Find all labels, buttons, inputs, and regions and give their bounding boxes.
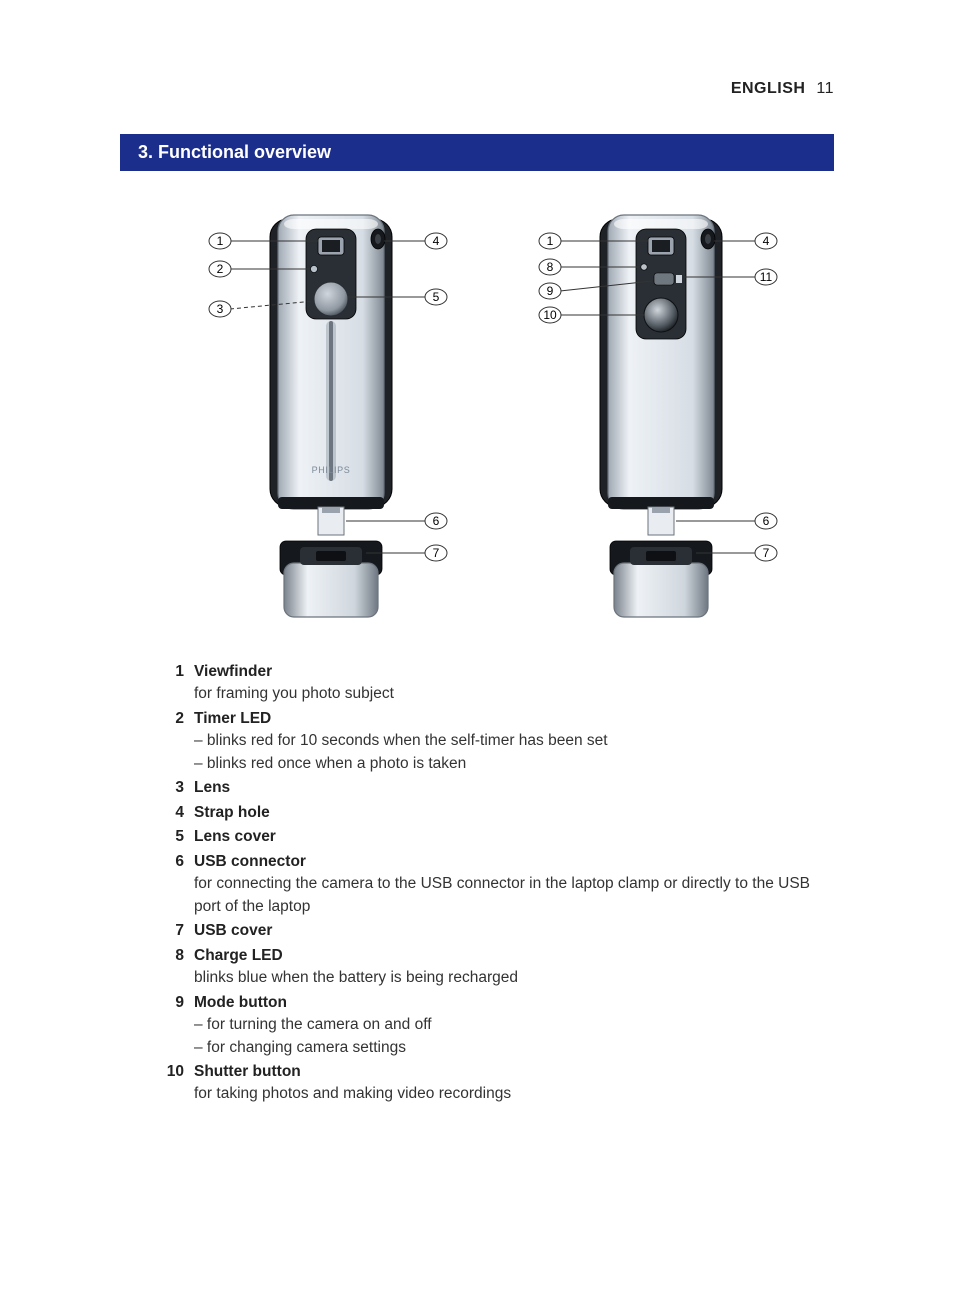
header-page-number: 11 xyxy=(816,80,834,97)
item-body: Mode button – for turning the camera on a… xyxy=(194,992,834,1059)
item-body: USB connector for connecting the camera t… xyxy=(194,851,834,918)
item-body: USB cover xyxy=(194,920,834,942)
diagram-front: PHILIPS xyxy=(180,201,480,631)
item-body: Shutter button for taking photos and maki… xyxy=(194,1061,834,1106)
svg-text:3: 3 xyxy=(217,302,224,316)
item-body: Timer LED – blinks red for 10 seconds whe… xyxy=(194,708,834,775)
item-title: Shutter button xyxy=(194,1063,301,1080)
item-title: Strap hole xyxy=(194,804,270,821)
svg-text:1: 1 xyxy=(217,234,224,248)
svg-text:4: 4 xyxy=(763,234,770,248)
item-title: Charge LED xyxy=(194,947,283,964)
item-number: 7 xyxy=(156,920,194,942)
item-number: 3 xyxy=(156,777,194,799)
item-title: Lens cover xyxy=(194,828,276,845)
list-item: 10Shutter button for taking photos and ma… xyxy=(156,1061,834,1106)
list-item: 6USB connector for connecting the camera … xyxy=(156,851,834,918)
diagram-back: 1 8 9 10 xyxy=(510,201,810,631)
svg-text:9: 9 xyxy=(547,284,554,298)
item-number: 10 xyxy=(156,1061,194,1083)
feature-list: 1Viewfinder for framing you photo subject… xyxy=(156,661,834,1106)
item-title: USB connector xyxy=(194,853,306,870)
list-item: 8Charge LED blinks blue when the battery … xyxy=(156,945,834,990)
svg-text:2: 2 xyxy=(217,262,224,276)
svg-text:8: 8 xyxy=(547,260,554,274)
item-desc: – for turning the camera on and off xyxy=(194,1014,834,1036)
item-number: 1 xyxy=(156,661,194,683)
page: ENGLISH 11 3. Functional overview xyxy=(0,0,954,1168)
item-body: Lens xyxy=(194,777,834,799)
item-title: Viewfinder xyxy=(194,663,272,680)
item-desc: for framing you photo subject xyxy=(194,683,834,705)
svg-text:4: 4 xyxy=(433,234,440,248)
svg-text:PHILIPS: PHILIPS xyxy=(312,465,351,475)
item-body: Lens cover xyxy=(194,826,834,848)
item-body: Viewfinder for framing you photo subject xyxy=(194,661,834,706)
item-title: Mode button xyxy=(194,994,287,1011)
list-item: 5Lens cover xyxy=(156,826,834,848)
front-svg: PHILIPS xyxy=(180,201,480,631)
list-item: 9Mode button – for turning the camera on … xyxy=(156,992,834,1059)
item-desc: – blinks red once when a photo is taken xyxy=(194,753,834,775)
svg-text:10: 10 xyxy=(543,308,557,322)
item-title: USB cover xyxy=(194,922,272,939)
item-desc: for connecting the camera to the USB con… xyxy=(194,873,834,918)
item-number: 9 xyxy=(156,992,194,1014)
item-desc: – for changing camera settings xyxy=(194,1037,834,1059)
diagram-row: PHILIPS xyxy=(180,201,794,631)
svg-text:11: 11 xyxy=(760,270,773,284)
item-title: Lens xyxy=(194,779,230,796)
item-body: Strap hole xyxy=(194,802,834,824)
list-item: 7USB cover xyxy=(156,920,834,942)
svg-text:5: 5 xyxy=(433,290,440,304)
item-desc: blinks blue when the battery is being re… xyxy=(194,967,834,989)
page-header: ENGLISH 11 xyxy=(120,80,834,98)
svg-text:6: 6 xyxy=(433,514,440,528)
item-title: Timer LED xyxy=(194,710,271,727)
list-item: 1Viewfinder for framing you photo subject xyxy=(156,661,834,706)
svg-text:6: 6 xyxy=(763,514,770,528)
back-svg: 1 8 9 10 xyxy=(510,201,810,631)
item-number: 6 xyxy=(156,851,194,873)
section-title-bar: 3. Functional overview xyxy=(120,134,834,171)
item-number: 2 xyxy=(156,708,194,730)
svg-text:7: 7 xyxy=(763,546,770,560)
svg-text:1: 1 xyxy=(547,234,554,248)
list-item: 4Strap hole xyxy=(156,802,834,824)
svg-text:7: 7 xyxy=(433,546,440,560)
item-desc: – blinks red for 10 seconds when the sel… xyxy=(194,730,834,752)
list-item: 2Timer LED – blinks red for 10 seconds wh… xyxy=(156,708,834,775)
item-body: Charge LED blinks blue when the battery i… xyxy=(194,945,834,990)
item-number: 5 xyxy=(156,826,194,848)
header-language: ENGLISH xyxy=(731,80,806,97)
item-desc: for taking photos and making video recor… xyxy=(194,1083,834,1105)
item-number: 4 xyxy=(156,802,194,824)
item-number: 8 xyxy=(156,945,194,967)
list-item: 3Lens xyxy=(156,777,834,799)
